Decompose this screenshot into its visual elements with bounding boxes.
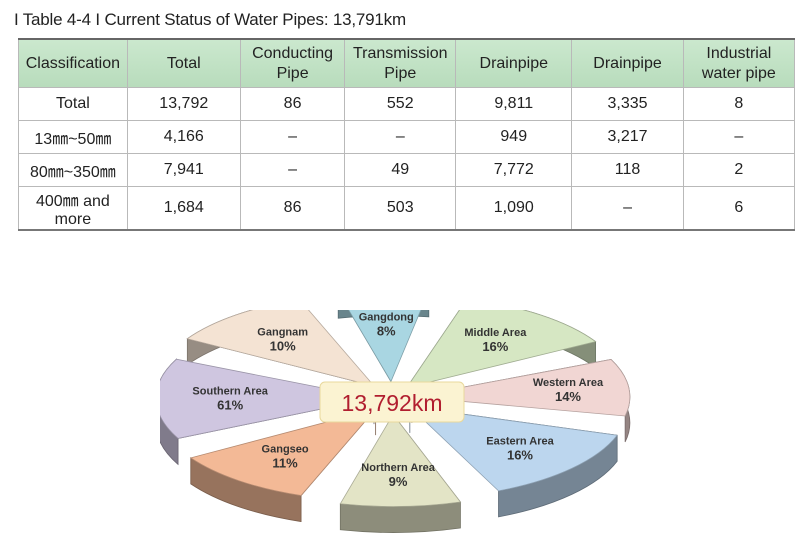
slice-name-label: Eastern Area bbox=[486, 436, 554, 448]
header-classification: Classification bbox=[18, 38, 128, 88]
slice-percent-label: 8% bbox=[377, 324, 396, 339]
table-cell: 3,217 bbox=[571, 120, 684, 154]
pie-slice-top bbox=[186, 310, 376, 387]
slice-name-label: Gangseo bbox=[262, 443, 309, 455]
header-transmission-pipe: Transmission Pipe bbox=[344, 38, 457, 88]
header-drainpipe-2: Drainpipe bbox=[571, 38, 684, 88]
slice-name-label: Gangnam bbox=[257, 326, 308, 338]
slice-name-label: Middle Area bbox=[464, 327, 527, 339]
table-row: 80㎜~350㎜ 7,941 – 49 7,772 118 2 bbox=[18, 153, 796, 187]
table-cell: – bbox=[239, 120, 346, 154]
pie-slice-top bbox=[160, 358, 375, 439]
table-row: 400㎜ and more 1,684 86 503 1,090 – 6 bbox=[18, 186, 796, 231]
pie-slice-side bbox=[337, 310, 430, 408]
table-cell: 3,335 bbox=[571, 87, 684, 121]
table-row: Total 13,792 86 552 9,811 3,335 8 bbox=[18, 87, 796, 121]
table-cell: 400㎜ and more bbox=[18, 186, 128, 231]
table-cell: – bbox=[239, 153, 346, 187]
table-cell: 9,811 bbox=[455, 87, 573, 121]
table-row: 13㎜~50㎜ 4,166 – – 949 3,217 – bbox=[18, 120, 796, 154]
header-total: Total bbox=[126, 38, 241, 88]
slice-percent-label: 16% bbox=[482, 339, 508, 354]
slice-percent-label: 11% bbox=[272, 455, 298, 470]
pie-slice-top bbox=[339, 413, 462, 507]
table-cell: Total bbox=[18, 87, 128, 121]
table-cell: 13㎜~50㎜ bbox=[18, 120, 128, 154]
pie-slice-top bbox=[189, 408, 377, 496]
slice-name-label: Southern Area bbox=[192, 386, 268, 398]
table-cell: 503 bbox=[344, 186, 457, 231]
pie-slice-top bbox=[411, 358, 631, 417]
water-pipes-table: Classification Total Conducting Pipe Tran… bbox=[18, 38, 796, 231]
table-cell: 86 bbox=[239, 186, 346, 231]
table-cell: 8 bbox=[682, 87, 796, 121]
slice-percent-label: 14% bbox=[555, 389, 581, 404]
table-cell: – bbox=[571, 186, 684, 231]
header-conducting-pipe: Conducting Pipe bbox=[239, 38, 346, 88]
table-cell: 4,166 bbox=[126, 120, 241, 154]
table-cell: 13,792 bbox=[126, 87, 241, 121]
table-cell: 1,684 bbox=[126, 186, 241, 231]
table-title: I Table 4-4 I Current Status of Water Pi… bbox=[14, 10, 406, 29]
slice-percent-label: 61% bbox=[217, 398, 243, 413]
table-cell: 80㎜~350㎜ bbox=[18, 153, 128, 187]
slice-name-label: Western Area bbox=[533, 377, 604, 389]
slice-name-label: Northern Area bbox=[361, 462, 435, 474]
table-cell: 949 bbox=[455, 120, 573, 154]
table-cell: – bbox=[344, 120, 457, 154]
table-cell: 7,941 bbox=[126, 153, 241, 187]
slice-percent-label: 10% bbox=[270, 338, 296, 353]
header-drainpipe-1: Drainpipe bbox=[455, 38, 573, 88]
table-cell: 49 bbox=[344, 153, 457, 187]
slice-percent-label: 9% bbox=[389, 474, 408, 489]
pie-slice-top bbox=[405, 310, 597, 389]
table-cell: 2 bbox=[682, 153, 796, 187]
pie-slice-top bbox=[408, 406, 618, 492]
slice-name-label: Gangdong bbox=[359, 312, 414, 324]
table-cell: – bbox=[682, 120, 796, 154]
center-total-label: 13,792km bbox=[341, 390, 442, 416]
header-industrial-water-pipe: Industrial water pipe bbox=[682, 38, 796, 88]
table-cell: 552 bbox=[344, 87, 457, 121]
table-cell: 1,090 bbox=[455, 186, 573, 231]
table-cell: 7,772 bbox=[455, 153, 573, 187]
table-cell: 118 bbox=[571, 153, 684, 187]
table-header-row: Classification Total Conducting Pipe Tran… bbox=[18, 38, 796, 88]
center-label-box bbox=[319, 381, 465, 423]
table-cell: 86 bbox=[239, 87, 346, 121]
pie-slice-top bbox=[348, 310, 422, 383]
table-cell: 6 bbox=[682, 186, 796, 231]
slice-percent-label: 16% bbox=[507, 448, 533, 463]
